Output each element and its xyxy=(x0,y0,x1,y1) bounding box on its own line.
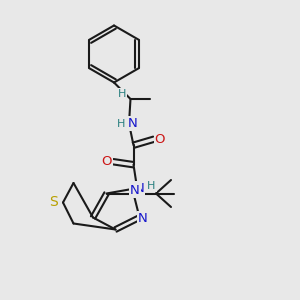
Text: O: O xyxy=(155,133,165,146)
Text: H: H xyxy=(147,181,156,191)
Text: N: N xyxy=(138,212,147,226)
Text: N: N xyxy=(130,184,140,197)
Text: O: O xyxy=(101,155,112,168)
Text: H: H xyxy=(116,118,125,129)
Text: N: N xyxy=(135,182,144,195)
Text: S: S xyxy=(50,196,58,209)
Text: H: H xyxy=(118,88,126,99)
Text: N: N xyxy=(128,117,137,130)
